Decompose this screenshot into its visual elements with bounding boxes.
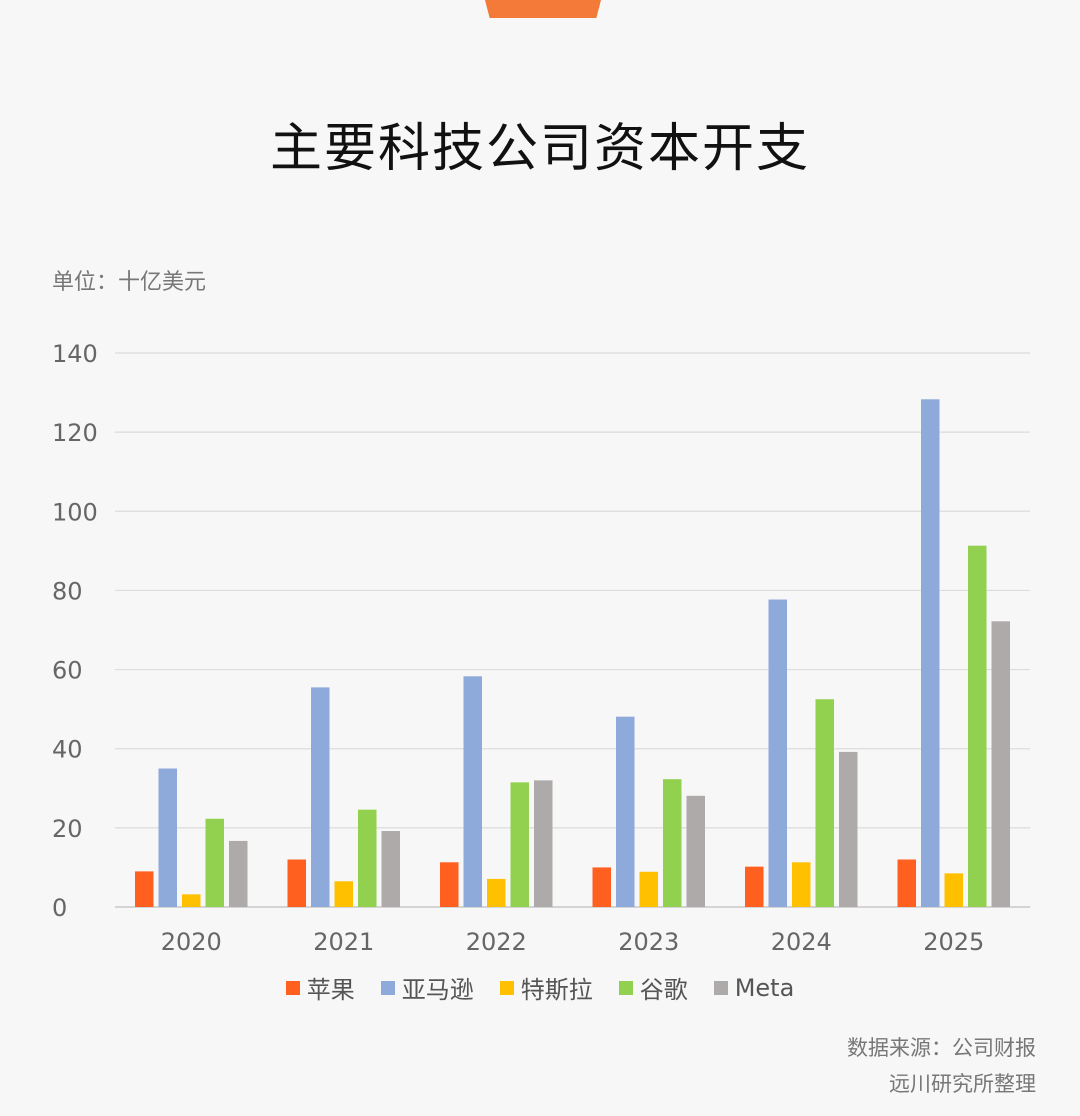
bar-谷歌-2021 (358, 809, 377, 907)
bar-Meta-2021 (381, 831, 400, 907)
legend: 苹果 亚马逊 特斯拉 谷歌 Meta (0, 970, 1080, 1005)
y-tick-label: 60 (52, 657, 83, 685)
x-tick-label: 2021 (313, 928, 374, 956)
y-tick-label: 40 (52, 736, 83, 764)
unit-label: 单位：十亿美元 (52, 270, 207, 295)
legend-label: 谷歌 (639, 976, 688, 1004)
bar-Meta-2023 (686, 795, 705, 907)
x-tick-label: 2024 (771, 928, 832, 956)
source-note: 数据来源：公司财报 远川研究所整理 (847, 1030, 1036, 1102)
bar-特斯拉-2021 (334, 881, 353, 907)
bar-亚马逊-2025 (921, 399, 940, 907)
legend-swatch (499, 980, 514, 995)
bar-特斯拉-2022 (487, 878, 506, 907)
legend-item: 特斯拉 (499, 970, 593, 1005)
bar-苹果-2025 (897, 859, 916, 907)
bar-Meta-2020 (229, 840, 248, 907)
y-tick-label: 100 (52, 498, 98, 526)
y-tick-label: 140 (52, 340, 98, 368)
bar-特斯拉-2020 (182, 894, 201, 907)
bar-苹果-2024 (745, 866, 764, 907)
bar-亚马逊-2021 (311, 687, 330, 907)
source-line: 数据来源：公司财报 (847, 1036, 1036, 1060)
x-tick-label: 2023 (618, 928, 679, 956)
bar-苹果-2020 (135, 871, 154, 907)
legend-swatch (618, 980, 633, 995)
bar-谷歌-2023 (663, 779, 682, 907)
bar-苹果-2021 (287, 859, 306, 907)
legend-item: 亚马逊 (380, 970, 474, 1005)
y-tick-label: 80 (52, 577, 83, 605)
bar-谷歌-2024 (815, 699, 834, 907)
bar-Meta-2024 (839, 751, 858, 907)
bar-chart: 0 20 40 60 80 100 120 140 2020 2021 2022 2023 2024 20… (52, 340, 1030, 956)
bar-苹果-2022 (440, 862, 459, 907)
y-tick-label: 0 (52, 894, 67, 922)
bar-亚马逊-2022 (463, 676, 482, 907)
header-accent-tab (485, 0, 601, 18)
x-tick-label: 2022 (466, 928, 527, 956)
legend-label: 苹果 (306, 976, 355, 1004)
bar-特斯拉-2024 (792, 862, 811, 907)
legend-label: Meta (734, 973, 795, 1002)
legend-item: Meta (713, 973, 795, 1002)
legend-item: 谷歌 (618, 970, 688, 1005)
bar-苹果-2023 (592, 867, 611, 907)
bar-亚马逊-2023 (616, 716, 635, 907)
bar-谷歌-2020 (205, 818, 224, 907)
bar-Meta-2025 (991, 621, 1010, 907)
bar-谷歌-2025 (968, 545, 987, 907)
bar-特斯拉-2023 (639, 871, 658, 907)
legend-item: 苹果 (285, 970, 355, 1005)
y-tick-label: 120 (52, 419, 98, 447)
bar-谷歌-2022 (510, 782, 529, 907)
bar-特斯拉-2025 (944, 873, 963, 907)
x-tick-label: 2025 (923, 928, 984, 956)
credit-line: 远川研究所整理 (889, 1072, 1036, 1096)
legend-swatch (713, 980, 728, 995)
bar-亚马逊-2024 (768, 599, 787, 907)
legend-swatch (285, 980, 300, 995)
bar-Meta-2022 (534, 780, 553, 907)
x-tick-label: 2020 (161, 928, 222, 956)
legend-label: 亚马逊 (401, 976, 474, 1004)
legend-swatch (380, 980, 395, 995)
legend-label: 特斯拉 (520, 976, 593, 1004)
chart-title: 主要科技公司资本开支 (269, 119, 810, 179)
bar-亚马逊-2020 (158, 768, 177, 907)
y-tick-label: 20 (52, 815, 83, 843)
